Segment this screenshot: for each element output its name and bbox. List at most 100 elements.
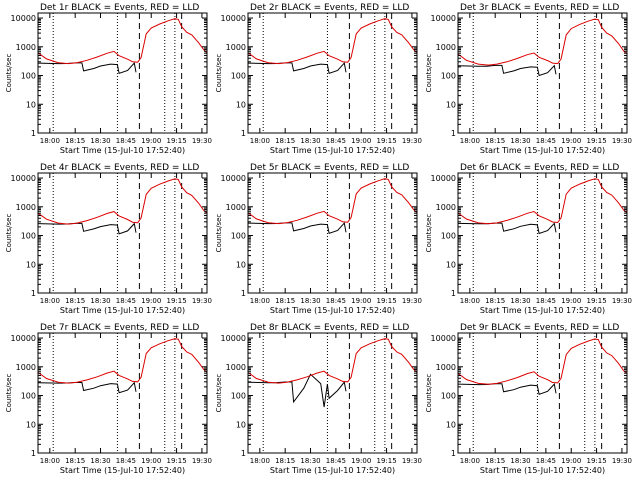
det8r-x-tick-label: 19:15 bbox=[376, 457, 396, 465]
det5r-y-tick-label: 100 bbox=[231, 232, 246, 241]
det4r-x-tick-label: 18:30 bbox=[90, 297, 110, 305]
det2r-y-tick-label: 1 bbox=[241, 129, 246, 138]
det7r-x-tick-label: 19:15 bbox=[166, 457, 186, 465]
det2r-y-tick-label: 1000 bbox=[226, 43, 246, 52]
det7r-x-tick-label: 18:00 bbox=[40, 457, 60, 465]
det8r-y-tick-label: 10000 bbox=[221, 334, 246, 343]
det9r-y-tick-label: 10 bbox=[446, 420, 456, 429]
det8r-x-tick-label: 19:30 bbox=[402, 457, 422, 465]
det4r-events-line bbox=[37, 222, 137, 235]
panel-det3r: Det 3r BLACK = Events, RED = LLD 1 10 100 10… bbox=[425, 3, 632, 155]
det5r-x-tick-label: 19:15 bbox=[376, 297, 396, 305]
det9r-x-tick-label: 18:15 bbox=[485, 457, 505, 465]
det1r-lld-line bbox=[37, 18, 208, 65]
det8r-events-line bbox=[247, 373, 347, 408]
det6r-plot-frame bbox=[457, 172, 628, 294]
det2r-x-tick-label: 18:00 bbox=[250, 137, 270, 145]
det5r-title: Det 5r BLACK = Events, RED = LLD bbox=[250, 163, 409, 173]
det4r-lld-line bbox=[37, 178, 208, 225]
det8r-x-tick-label: 19:00 bbox=[351, 457, 371, 465]
det1r-y-tick-label: 1 bbox=[31, 129, 36, 138]
det7r-x-axis-label: Start Time (15-Jul-10 17:52:40) bbox=[60, 466, 185, 475]
det1r-title: Det 1r BLACK = Events, RED = LLD bbox=[40, 3, 199, 13]
det1r-x-axis-label: Start Time (15-Jul-10 17:52:40) bbox=[60, 146, 185, 155]
det3r-y-tick-label: 10000 bbox=[431, 14, 456, 23]
det9r-y-tick-label: 1 bbox=[451, 449, 456, 458]
det9r-x-tick-label: 18:45 bbox=[536, 457, 556, 465]
det1r-x-tick-label: 18:15 bbox=[65, 137, 85, 145]
det7r-y-tick-label: 1 bbox=[31, 449, 36, 458]
det7r-x-tick-label: 19:00 bbox=[141, 457, 161, 465]
det2r-title: Det 2r BLACK = Events, RED = LLD bbox=[250, 3, 409, 13]
det7r-events-line bbox=[37, 381, 137, 394]
det3r-x-axis-label: Start Time (15-Jul-10 17:52:40) bbox=[480, 146, 605, 155]
det9r-y-tick-label: 10000 bbox=[431, 334, 456, 343]
det5r-x-tick-label: 18:30 bbox=[300, 297, 320, 305]
det2r-x-tick-label: 18:15 bbox=[275, 137, 295, 145]
det5r-x-axis-label: Start Time (15-Jul-10 17:52:40) bbox=[270, 306, 395, 315]
det7r-y-tick-label: 1000 bbox=[16, 363, 36, 372]
det8r-y-axis-label: Counts/sec bbox=[215, 374, 223, 413]
det8r-x-tick-label: 18:00 bbox=[250, 457, 270, 465]
det6r-y-tick-label: 10 bbox=[446, 260, 456, 269]
det7r-lld-line bbox=[37, 338, 208, 384]
det5r-y-tick-label: 10 bbox=[236, 260, 246, 269]
det6r-x-axis-label: Start Time (15-Jul-10 17:52:40) bbox=[480, 306, 605, 315]
det8r-x-tick-label: 18:45 bbox=[326, 457, 346, 465]
det1r-y-tick-label: 1000 bbox=[16, 43, 36, 52]
det4r-y-tick-label: 10 bbox=[26, 260, 36, 269]
det1r-events-line bbox=[37, 62, 137, 74]
det5r-y-axis-label: Counts/sec bbox=[215, 214, 223, 253]
det9r-lld-line bbox=[457, 338, 628, 385]
det1r-x-tick-label: 18:00 bbox=[40, 137, 60, 145]
det7r-y-tick-label: 100 bbox=[21, 392, 36, 401]
det7r-y-axis-label: Counts/sec bbox=[5, 374, 13, 413]
panel-det2r: Det 2r BLACK = Events, RED = LLD 1 10 100 10… bbox=[215, 3, 422, 155]
det2r-y-tick-label: 10 bbox=[236, 100, 246, 109]
det2r-x-tick-label: 18:45 bbox=[326, 137, 346, 145]
det6r-x-tick-label: 18:00 bbox=[460, 297, 480, 305]
det8r-y-tick-label: 1000 bbox=[226, 363, 246, 372]
det4r-x-tick-label: 18:00 bbox=[40, 297, 60, 305]
det6r-y-tick-label: 10000 bbox=[431, 174, 456, 183]
det4r-y-tick-label: 100 bbox=[21, 232, 36, 241]
det7r-x-tick-label: 18:15 bbox=[65, 457, 85, 465]
det2r-y-tick-label: 100 bbox=[231, 72, 246, 81]
det6r-y-tick-label: 100 bbox=[441, 232, 456, 241]
det5r-events-line bbox=[247, 222, 347, 234]
det9r-x-tick-label: 19:15 bbox=[586, 457, 606, 465]
det8r-y-tick-label: 100 bbox=[231, 392, 246, 401]
det1r-y-tick-label: 10000 bbox=[11, 14, 36, 23]
det2r-x-tick-label: 19:15 bbox=[376, 137, 396, 145]
det3r-y-tick-label: 1 bbox=[451, 129, 456, 138]
det9r-x-axis-label: Start Time (15-Jul-10 17:52:40) bbox=[480, 466, 605, 475]
det3r-x-tick-label: 18:30 bbox=[510, 137, 530, 145]
det8r-y-tick-label: 1 bbox=[241, 449, 246, 458]
det3r-x-tick-label: 19:00 bbox=[561, 137, 581, 145]
panel-det1r: Det 1r BLACK = Events, RED = LLD 1 10 100 10… bbox=[5, 3, 212, 155]
det3r-plot-frame bbox=[457, 12, 628, 134]
det5r-x-tick-label: 18:00 bbox=[250, 297, 270, 305]
det1r-x-tick-label: 18:45 bbox=[116, 137, 136, 145]
det3r-y-axis-label: Counts/sec bbox=[425, 54, 433, 93]
det5r-y-tick-label: 1 bbox=[241, 289, 246, 298]
det1r-y-axis-label: Counts/sec bbox=[5, 54, 13, 93]
det1r-x-tick-label: 18:30 bbox=[90, 137, 110, 145]
det5r-x-tick-label: 18:45 bbox=[326, 297, 346, 305]
det1r-y-tick-label: 100 bbox=[21, 72, 36, 81]
det7r-x-tick-label: 19:30 bbox=[192, 457, 212, 465]
det3r-events-line bbox=[457, 64, 557, 77]
det4r-y-tick-label: 1000 bbox=[16, 203, 36, 212]
det4r-plot-frame bbox=[37, 172, 208, 294]
det2r-events-line bbox=[247, 62, 347, 74]
det3r-x-tick-label: 19:15 bbox=[586, 137, 606, 145]
det8r-x-tick-label: 18:30 bbox=[300, 457, 320, 465]
det2r-y-tick-label: 10000 bbox=[221, 14, 246, 23]
det1r-plot-frame bbox=[37, 12, 208, 134]
det1r-x-tick-label: 19:00 bbox=[141, 137, 161, 145]
det4r-x-axis-label: Start Time (15-Jul-10 17:52:40) bbox=[60, 306, 185, 315]
det5r-y-tick-label: 10000 bbox=[221, 174, 246, 183]
det9r-plot-frame bbox=[457, 332, 628, 454]
det1r-x-tick-label: 19:30 bbox=[192, 137, 212, 145]
